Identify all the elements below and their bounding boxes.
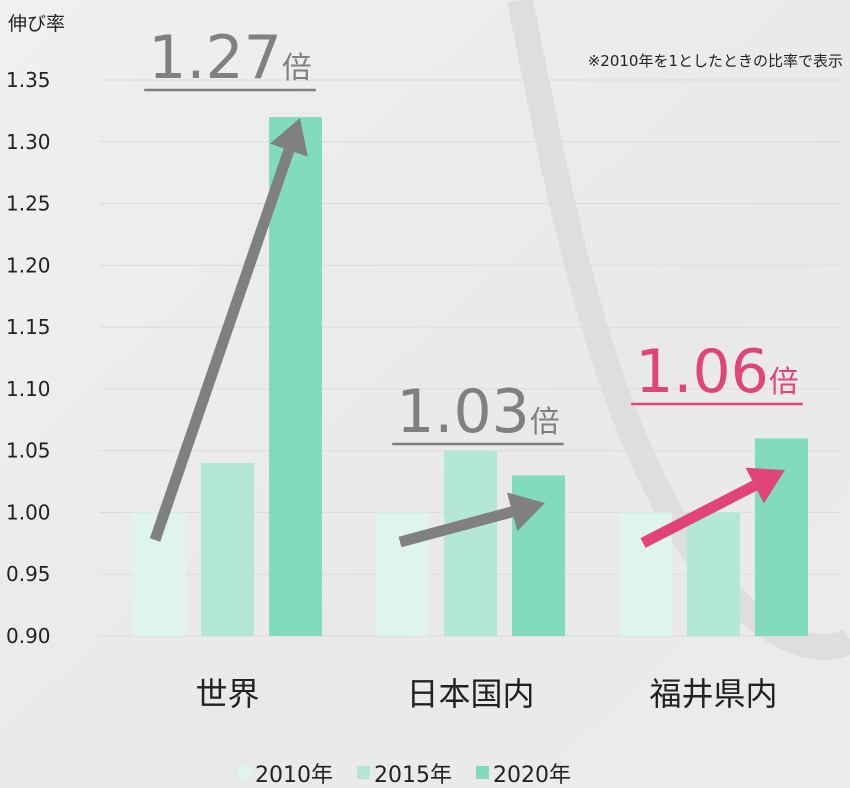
y-tick-label: 0.95 [6,562,51,586]
ratio-label: 1.06倍 [635,337,799,407]
legend-label: 2015年 [374,763,452,788]
y-tick-label: 1.00 [6,500,51,524]
y-tick-label: 1.30 [6,130,51,154]
arrow-head [506,492,545,532]
arrow-head [270,118,308,157]
arrow-shaft [640,480,758,548]
bar [201,463,254,636]
x-tick-label: 世界 [195,675,259,713]
legend-swatch [476,766,489,779]
ratio-label: 1.27倍 [148,23,312,93]
bar [687,512,740,636]
ratio-value: 1.06 [635,337,769,407]
y-axis-label: 伸び率 [8,13,65,35]
y-tick-label: 1.35 [6,68,51,92]
y-tick-label: 0.90 [6,624,51,648]
ratio-unit: 倍 [282,51,312,86]
y-tick-label: 1.05 [6,439,51,463]
bar [755,438,808,636]
legend-swatch [238,766,251,779]
legend-swatch [357,766,370,779]
arrow-shaft [149,148,295,542]
note: ※2010年を1としたときの比率で表示 [588,52,843,70]
y-tick-label: 1.25 [6,192,51,216]
ratio-value: 1.03 [396,377,530,447]
legend-label: 2020年 [493,763,571,788]
arrow-head [745,467,785,504]
x-tick-label: 日本国内 [406,675,534,713]
ratio-label: 1.03倍 [396,377,560,447]
ratio-unit: 倍 [769,365,799,400]
y-tick-label: 1.10 [6,377,51,401]
ratio-unit: 倍 [530,405,560,440]
legend-label: 2010年 [255,763,333,788]
y-tick-label: 1.15 [6,315,51,339]
x-tick-label: 福井県内 [649,675,777,713]
bar [269,117,322,637]
background-glasses [507,0,850,661]
arrow-shaft [398,506,514,548]
bar [444,450,497,636]
ratio-value: 1.27 [148,23,282,93]
y-tick-label: 1.20 [6,253,51,277]
